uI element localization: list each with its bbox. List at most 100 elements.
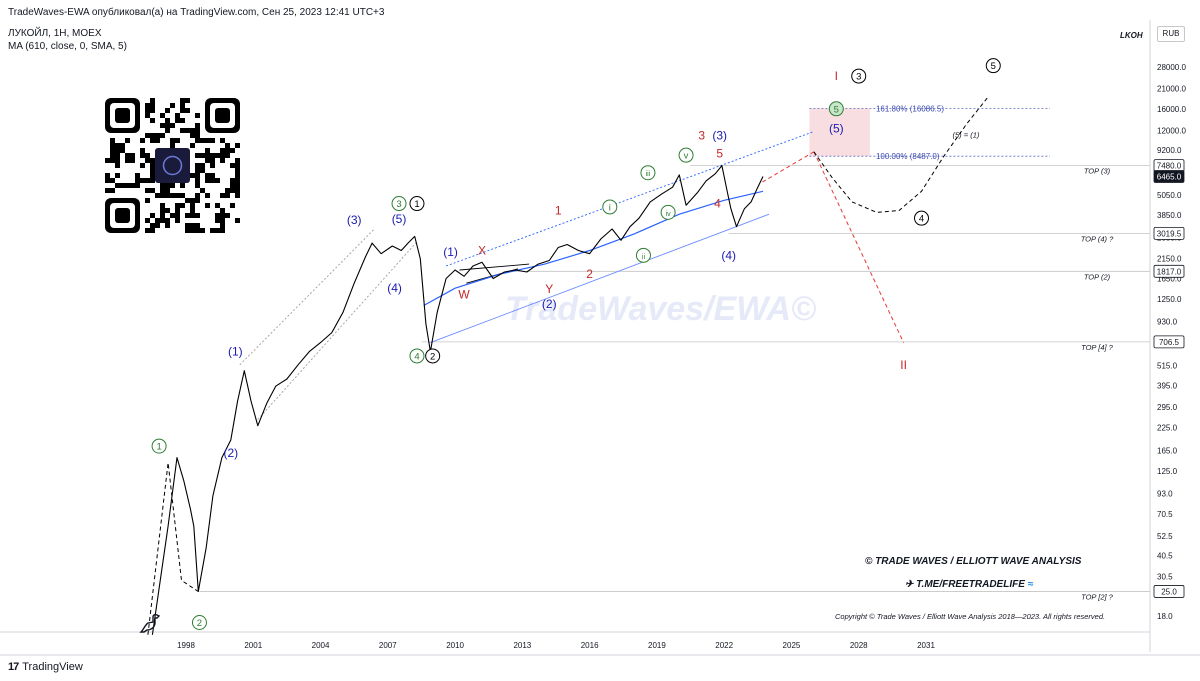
projection-path [762,151,815,183]
x-tick-label: 2025 [783,641,801,650]
x-tick-label: 2022 [715,641,733,650]
price-label: 3019.5 [1157,229,1182,238]
qr-module [110,158,115,163]
qr-module [180,118,185,123]
currency-button[interactable]: RUB [1157,26,1185,42]
wave-label: 4 [414,351,419,362]
qr-module [160,218,165,223]
y-tick-label: 12000.0 [1157,126,1186,135]
qr-module [165,223,170,228]
brand-link[interactable]: ✈ T.ME/FREETRADELIFE ≈ [905,579,1033,590]
qr-module [160,208,165,213]
price-label: 25.0 [1161,587,1177,596]
wave-label: (5) [392,212,407,226]
qr-module [150,108,155,113]
channel-lines [239,131,815,420]
price-label-box [1153,585,1185,598]
level-label: TOP (2) [1084,272,1111,281]
wave-label: W [458,288,470,302]
qr-module [150,118,155,123]
qr-module [190,173,195,178]
qr-module [150,158,155,163]
wave-circle [635,247,651,263]
x-tick-label: 2031 [917,641,935,650]
qr-module [220,148,225,153]
price-label: 6465.0 [1157,172,1182,181]
qr-module [195,153,200,158]
wave-circle [409,196,425,212]
qr-module [235,188,240,193]
wave-circle [678,147,694,163]
wave-label: (3) [712,128,727,142]
qr-module [210,228,215,233]
qr-module [220,138,225,143]
qr-module [145,113,150,118]
qr-module [235,193,240,198]
qr-module [220,193,225,198]
wave-label: v [684,151,689,162]
tradingview-logo[interactable]: 17 TradingView [8,661,83,673]
qr-code[interactable] [97,90,251,242]
qr-module [185,108,190,113]
qr-module [230,183,235,188]
qr-module [135,178,140,183]
indicator-label[interactable]: MA (610, close, 0, SMA, 5) [8,41,127,52]
qr-module [205,148,210,153]
qr-module [160,123,165,128]
fib-target-zone: 161.80% (16086.5) 100.00% (8487.0) (5) = (… [809,104,1050,161]
qr-module [115,153,120,158]
qr-module [145,133,150,138]
qr-center-ring [162,155,183,176]
qr-module [195,173,200,178]
qr-module [225,153,230,158]
qr-module [115,173,120,178]
x-tick-label: 1998 [177,641,195,650]
level-label: TOP [4] ? [1081,343,1114,352]
qr-module [175,203,180,208]
qr-module [150,138,155,143]
qr-module [185,223,190,228]
wave-circle [914,210,930,226]
qr-module [210,153,215,158]
qr-module [180,108,185,113]
qr-module [150,213,155,218]
y-tick-label: 16000.0 [1157,105,1186,114]
channel-line [239,228,375,366]
wave-label: Y [545,282,553,296]
qr-module [195,198,200,203]
qr-module [180,203,185,208]
price-label: 1817.0 [1157,267,1182,276]
y-tick-label: 30.5 [1157,573,1173,582]
wave-label: 5 [834,104,839,115]
wave-circle [851,68,867,84]
channel-line [459,263,530,271]
qr-module [205,178,210,183]
y-tick-label: 2150.0 [1157,255,1182,264]
qr-module [195,163,200,168]
copyright: Copyright © Trade Waves / Elliott Wave A… [835,612,1106,621]
y-tick-label: 93.0 [1157,489,1173,498]
qr-module [165,218,170,223]
x-tick-label: 2028 [850,641,868,650]
level-label: TOP (4) ? [1081,234,1114,243]
wave-label: iii [646,171,651,178]
wave-icon: ≈ [1027,579,1034,590]
fib-level-label: 161.80% (16086.5) [876,104,944,113]
wave-label: (3) [347,213,362,227]
qr-module [165,208,170,213]
y-tick-label: 5050.0 [1157,191,1182,200]
qr-module [235,163,240,168]
qr-module [150,228,155,233]
qr-module [155,193,160,198]
qr-module [105,158,110,163]
projection-path [147,462,199,635]
qr-module [175,218,180,223]
wave-circle [191,614,207,630]
price-label-box [1153,226,1185,240]
qr-module [210,173,215,178]
qr-module [140,163,145,168]
qr-module [195,128,200,133]
qr-module [185,98,190,103]
